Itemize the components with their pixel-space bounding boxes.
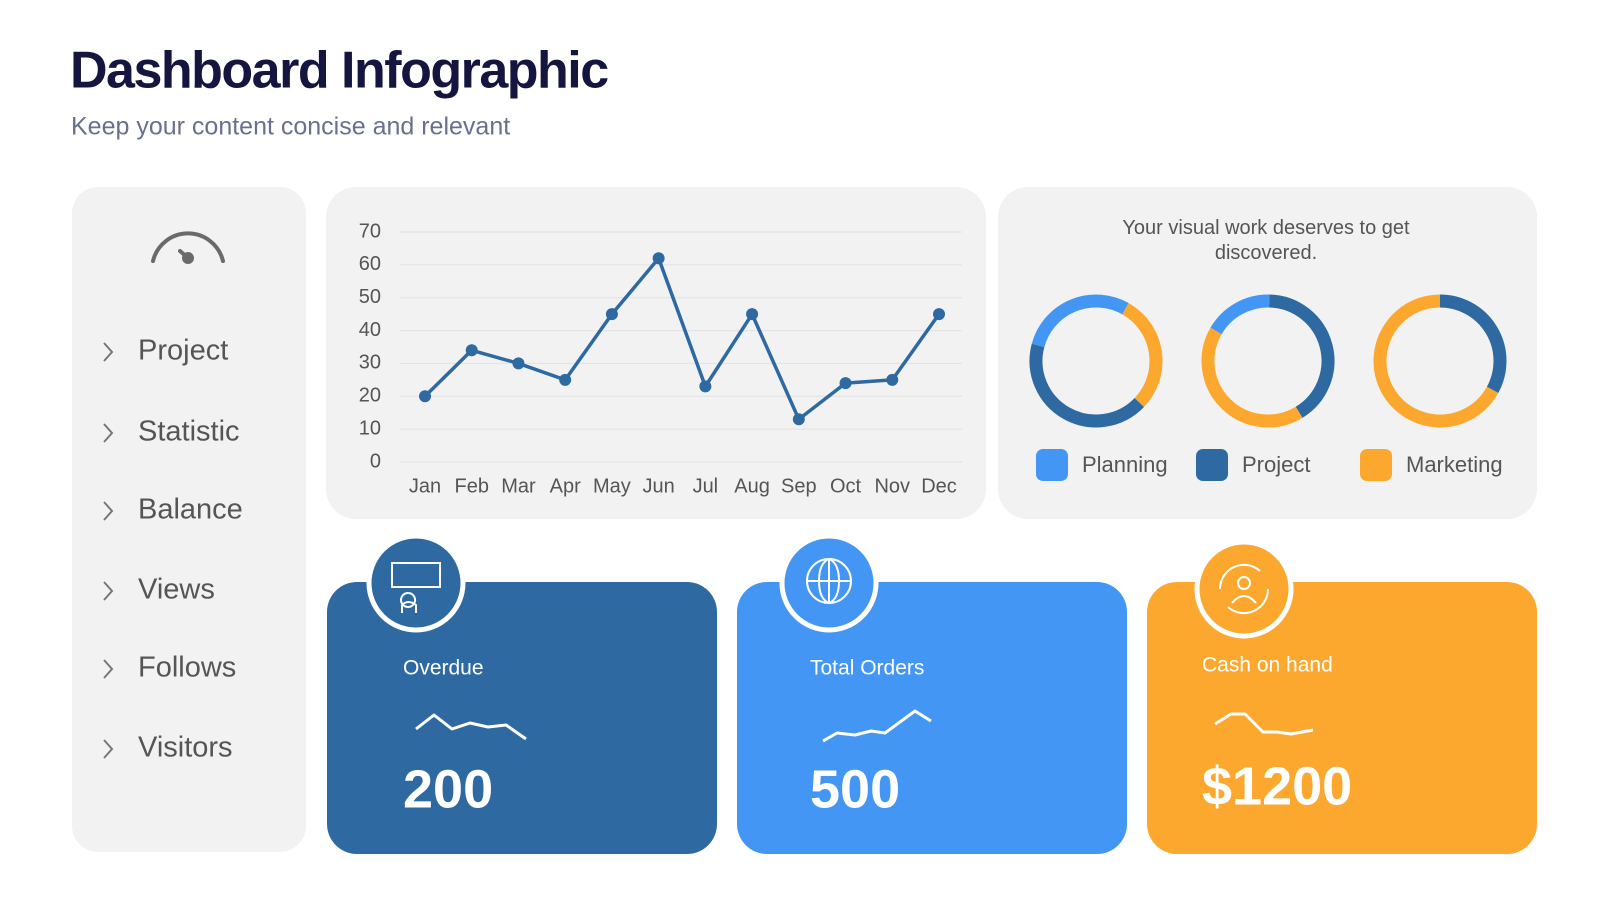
nav-item: Project [138,335,228,367]
title: Dashboard Infographic [70,42,608,100]
sparkline [415,713,527,741]
donut-segment [1201,327,1303,428]
sparkline [822,709,932,743]
x-tick-label: Jun [643,475,675,497]
card-value: $1200 [1202,756,1352,816]
donut-segment [1439,294,1507,394]
card [327,582,717,854]
line [423,256,941,422]
card [1147,582,1537,854]
y-tick-label: 60 [359,253,381,275]
card-value: 200 [403,759,493,819]
legend-label: Marketing [1406,452,1503,477]
point [605,308,618,321]
x-tick-label: Nov [874,475,910,497]
nav-panel [72,187,306,852]
y-tick-label: 40 [359,319,381,341]
y-tick-label: 50 [359,286,381,308]
point [699,380,712,393]
donut-segment [1122,303,1163,408]
line-panel [326,187,986,519]
donut-segment [1031,294,1129,348]
legend-swatch [1036,449,1068,481]
donut-panel [998,187,1537,519]
point [839,377,852,390]
y-tick-label: 70 [359,220,381,242]
donut-segment [1210,294,1270,335]
point [652,252,665,265]
card-icon [1218,563,1270,615]
x-tick-label: May [593,475,631,497]
card-label: Total Orders [810,657,924,680]
legend-label: Planning [1082,452,1168,477]
point [419,390,431,403]
y-tick-label: 0 [370,450,381,472]
y-tick-label: 10 [359,417,381,439]
nav-item: Views [138,574,215,606]
legend-label: Project [1242,452,1310,477]
donut-segment [1029,343,1144,428]
point [746,308,759,321]
donut-segment [1373,294,1499,428]
x-tick-label: Feb [454,475,488,497]
chevron [103,739,114,759]
sparkline [1214,712,1314,736]
card [737,582,1127,854]
x-tick-label: Jul [693,475,719,497]
point [933,308,945,321]
chevron [103,423,114,443]
x-tick-label: Aug [734,475,770,497]
x-tick-label: Oct [830,475,862,497]
chevron [103,581,114,601]
nav-item: Visitors [138,732,233,764]
y-tick-label: 20 [359,385,381,407]
card-icon [806,557,853,605]
legend-swatch [1360,449,1392,481]
card-value: 500 [810,759,900,819]
chevron [103,342,114,362]
subtitle: Keep your content concise and relevant [71,113,510,141]
x-tick-label: Apr [550,475,581,497]
chevron [103,659,114,679]
nav-item: Balance [138,494,243,526]
chevron [103,501,114,521]
x-tick-label: Dec [921,475,957,497]
card-label: Overdue [403,657,484,680]
legend-swatch [1196,449,1228,481]
card-icon [391,562,441,613]
card-icon-bg [366,533,466,633]
x-tick-label: Mar [501,475,536,497]
donut-segment [1268,294,1335,418]
point [886,373,899,386]
x-tick-label: Sep [781,475,817,497]
card-label: Cash on hand [1202,654,1333,677]
point [792,413,805,426]
point [512,357,525,370]
nav-item: Statistic [138,416,240,448]
x-tick-label: Jan [409,475,441,497]
gauge-icon [151,231,225,264]
donut-title: Your visual work deserves to get discove… [1122,217,1410,264]
point [559,373,572,386]
y-tick-label: 30 [359,352,381,374]
nav-item: Follows [138,652,236,684]
point [465,344,478,357]
